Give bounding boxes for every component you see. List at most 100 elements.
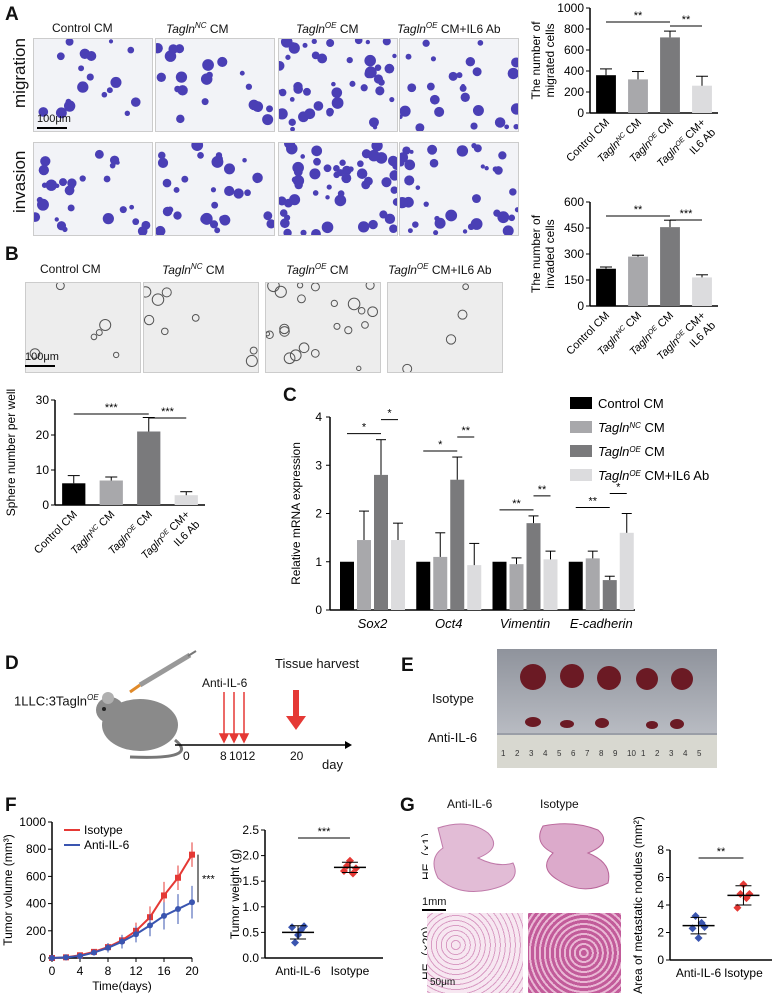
ruler-tick: 4 <box>683 749 688 758</box>
bar <box>692 277 712 306</box>
panel-label-a: A <box>5 4 19 25</box>
y-axis-label: Area of metastatic nodules (mm²) <box>631 816 645 993</box>
y-axis-label: Relative mRNA expression <box>289 442 303 585</box>
micrograph <box>143 282 259 373</box>
category-label: Sox2 <box>358 616 388 631</box>
y-tick-label: 200 <box>26 924 46 938</box>
mouse-icon <box>96 692 183 759</box>
g-he-lowmag-isotype <box>528 818 621 896</box>
y-tick-label: 400 <box>564 64 584 78</box>
bar <box>543 559 558 610</box>
x-axis-label: Time(days) <box>92 979 152 993</box>
g-he-lowmag-anti <box>428 818 523 896</box>
bar <box>450 479 465 610</box>
bar <box>357 540 371 610</box>
data-point <box>739 880 748 889</box>
legend-swatch <box>570 421 592 433</box>
d-arrows <box>218 690 306 744</box>
micrograph <box>33 142 153 236</box>
ruler-tick: 3 <box>669 749 674 758</box>
category-label: E-cadherin <box>570 616 633 631</box>
data-point <box>189 851 195 858</box>
panel-label-c: C <box>283 385 297 406</box>
g-he-highmag-anti <box>427 913 523 993</box>
y-tick-label: 4 <box>657 898 664 912</box>
bar <box>628 79 648 113</box>
y-tick-label: 0 <box>577 106 584 120</box>
scalebar-b <box>25 365 55 367</box>
syringe-icon <box>129 650 197 694</box>
data-point <box>147 922 153 929</box>
e-tumor-photo: 1 2 3 4 5 6 7 8 9 10 1 2 3 4 5 <box>497 649 717 768</box>
d-tick-8: 8 <box>220 749 227 763</box>
bar <box>137 431 161 505</box>
bar <box>391 540 405 610</box>
panel-label-b: B <box>5 244 19 265</box>
ruler-tick: 8 <box>599 749 604 758</box>
micrograph <box>155 38 275 132</box>
data-point <box>133 931 139 938</box>
legend-label: TaglnNC CM <box>598 420 665 435</box>
sig-label: ** <box>512 498 521 510</box>
sig-label: *** <box>318 826 332 838</box>
data-point <box>175 906 181 913</box>
data-point <box>91 949 97 956</box>
y-tick-label: 1000 <box>557 1 584 15</box>
y-tick-label: 8 <box>657 843 664 857</box>
data-point <box>300 922 309 931</box>
data-point <box>694 934 703 942</box>
data-point <box>161 892 167 899</box>
y-tick-label: 20 <box>36 428 50 442</box>
category-label: Anti-IL-6 <box>676 966 722 980</box>
y-tick-label: 0 <box>577 299 584 313</box>
bar <box>340 561 354 610</box>
row-label-invasion: invasion <box>10 150 29 213</box>
bar <box>509 564 524 610</box>
y-tick-label: 1 <box>315 555 322 569</box>
y-tick-label: 1.5 <box>242 874 259 888</box>
d-tick-12: 12 <box>242 749 256 763</box>
panel-label-f: F <box>5 795 17 816</box>
data-point <box>189 899 195 906</box>
category-label: Vimentin <box>500 616 550 631</box>
bar <box>619 532 634 610</box>
data-point <box>161 912 167 919</box>
scalebar-g-hi-label: 50μm <box>430 977 456 988</box>
bar <box>492 561 507 610</box>
x-tick-label: 0 <box>49 964 56 978</box>
category-label: Oct4 <box>435 616 462 631</box>
y-axis-label: The number ofmigrated cells <box>530 21 557 100</box>
chart-f-volume: 0 200 400 600 800 1000 0 4 8 12 16 20 Tumor volume (… <box>1 815 216 993</box>
y-tick-label: 800 <box>26 842 46 856</box>
ruler-tick: 4 <box>543 749 548 758</box>
y-tick-label: 800 <box>564 22 584 36</box>
chart-a-invasion: 0 150 300 450 600 The number ofinvaded cells *… <box>530 195 718 363</box>
panel-label-g: G <box>400 795 415 816</box>
panel-label-d: D <box>5 653 19 674</box>
legend-swatch <box>570 445 592 457</box>
y-tick-label: 6 <box>657 871 664 885</box>
y-tick-label: 300 <box>564 247 584 261</box>
y-tick-label: 30 <box>36 393 50 407</box>
y-tick-label: 600 <box>26 869 46 883</box>
micrograph <box>155 142 275 236</box>
sig-label: * <box>362 422 367 434</box>
y-tick-label: 4 <box>315 410 322 424</box>
y-tick-label: 600 <box>564 195 584 209</box>
sig-label: ** <box>538 484 547 496</box>
micrograph <box>33 38 153 132</box>
data-point <box>175 874 181 881</box>
data-point <box>733 903 742 912</box>
sig-label: ** <box>461 425 470 437</box>
bar <box>628 256 648 306</box>
y-tick-label: 0 <box>42 498 49 512</box>
legend-label: Anti-IL-6 <box>84 838 130 852</box>
data-point <box>105 944 111 951</box>
micrograph <box>278 38 398 132</box>
d-tick-20: 20 <box>290 749 304 763</box>
d-tick-10: 10 <box>229 749 243 763</box>
y-tick-label: 1000 <box>19 815 46 829</box>
a-col-nc: TaglnNC CM <box>166 21 229 36</box>
x-tick-label: 8 <box>105 964 112 978</box>
